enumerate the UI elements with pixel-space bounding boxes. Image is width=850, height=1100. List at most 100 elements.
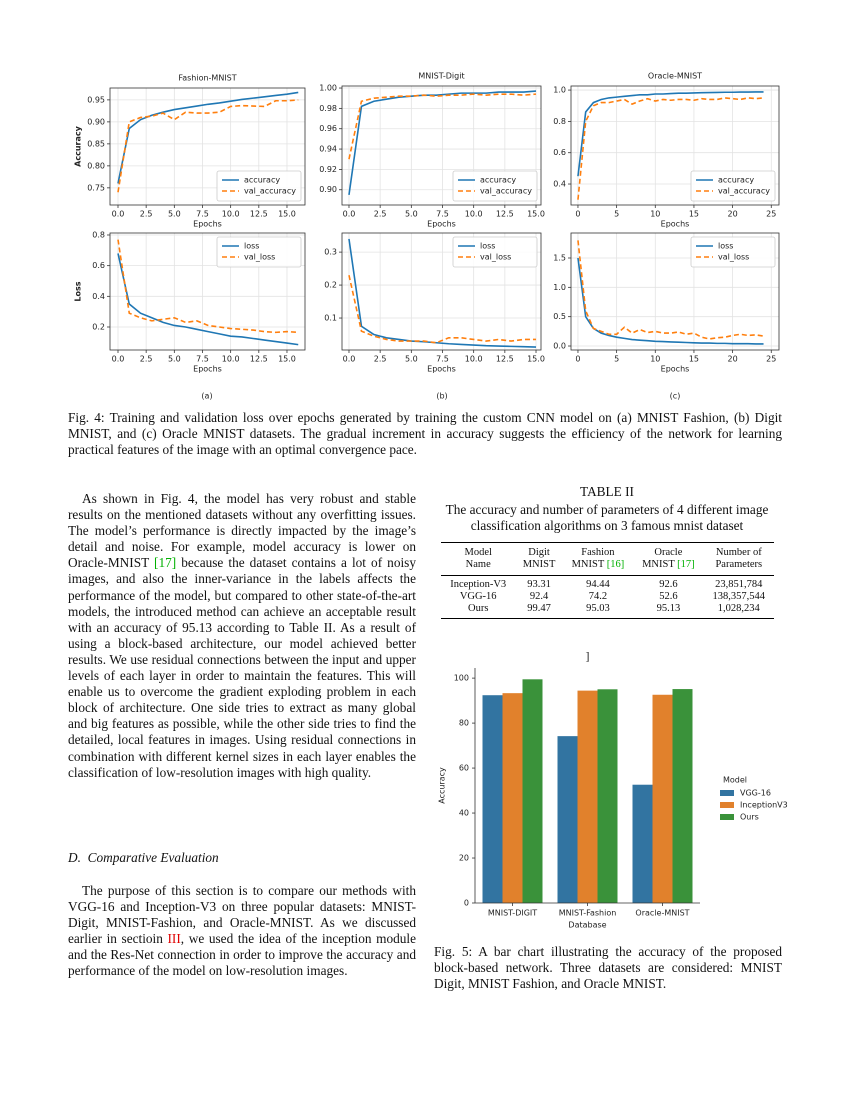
series-line	[117, 99, 299, 193]
panel-label: (c)	[670, 392, 681, 401]
header-cell: Oracle MNIST [17]	[633, 543, 703, 576]
table-cell: 52.6	[659, 591, 678, 602]
y-tick-label: 60	[459, 764, 469, 773]
chart: 0.0 0.5 1.0 1.5 0 5 10 15 20 25 loss val_loss Epochs	[553, 232, 780, 374]
header-text: Model	[464, 547, 492, 558]
table-row: Ours 99.47 95.03 95.13 1,028,234	[441, 603, 774, 619]
chart: 0.4 0.6 0.8 1.0 0 5 10 15 20 25 accuracy val_accura…	[553, 72, 780, 229]
y-tick-label: 0.92	[319, 165, 337, 174]
y-tick-label: 0.90	[319, 185, 337, 194]
series-line	[117, 91, 299, 184]
x-tick-label: 2.5	[140, 210, 153, 219]
y-tick-label: 0.75	[87, 183, 105, 192]
table-row: VGG-16 92.4 74.2 52.6 138,357,544	[441, 591, 774, 603]
citation[interactable]: [17]	[154, 555, 177, 571]
x-tick-label: 15	[689, 210, 699, 219]
table-header: Model Name Digit MNIST Fashion MNIST [16] Orac…	[441, 542, 774, 576]
y-tick-label: 0.96	[319, 124, 337, 133]
series-line	[348, 90, 537, 195]
bar	[522, 679, 543, 903]
table-cell: Inception-V3	[450, 579, 507, 590]
header-text: Number of	[715, 547, 762, 558]
legend-box	[452, 236, 538, 268]
series-line	[577, 240, 764, 340]
header-text: Parameters	[715, 559, 763, 570]
table-cell: 95.03	[586, 603, 610, 614]
x-tick-label: 12.5	[250, 355, 268, 364]
bar	[502, 693, 523, 903]
y-tick-label: 0.98	[319, 104, 337, 113]
x-tick-label: 20	[728, 210, 738, 219]
legend-label: loss	[480, 242, 495, 251]
y-axis-label: Accuracy	[438, 767, 447, 804]
bar	[672, 689, 693, 903]
header-text: Fashion	[581, 547, 615, 558]
header-cell: Digit MNIST	[515, 543, 562, 576]
table-body: Inception-V3 93.31 94.44 92.6 23,851,784 VGG-…	[441, 576, 774, 619]
figure-5-caption: Fig. 5: A bar chart illustrating the acc…	[434, 944, 782, 992]
x-tick-label: 10.0	[222, 210, 240, 219]
legend-label: loss	[718, 242, 733, 251]
table-cell: 92.6	[659, 579, 678, 590]
x-tick-label: 15.0	[278, 355, 296, 364]
x-tick-label: 15	[689, 355, 699, 364]
legend-swatch	[720, 802, 734, 808]
x-tick-label: 0	[575, 210, 580, 219]
x-tick-label: 7.5	[196, 355, 209, 364]
legend-label: Ours	[740, 813, 759, 822]
x-axis-label: Epochs	[427, 220, 456, 229]
header-cell: Fashion MNIST [16]	[563, 543, 633, 576]
legend-box	[690, 236, 776, 268]
bar	[482, 695, 503, 903]
legend-label: accuracy	[244, 176, 280, 185]
chart: 0.1 0.2 0.3 0.0 2.5 5.0 7.5 10.0 12.5 15.0 loss val…	[324, 232, 545, 374]
legend-label: val_loss	[718, 253, 749, 262]
chart-title: Oracle-MNIST	[648, 72, 702, 81]
legend-swatch	[720, 814, 734, 820]
x-tick-label: 12.5	[496, 210, 514, 219]
x-tick-label: 15.0	[278, 210, 296, 219]
y-tick-label: 0.6	[553, 148, 566, 157]
table-cell: 95.13	[656, 603, 681, 614]
panel-label: (a)	[201, 392, 212, 401]
chart-title: Fashion-MNIST	[178, 74, 236, 83]
table-cell: 99.47	[527, 603, 551, 614]
y-tick-label: 1.0	[553, 86, 566, 95]
plot-frame	[109, 87, 306, 206]
citation[interactable]: [16]	[606, 559, 625, 570]
header-text: MNIST	[571, 559, 605, 570]
table-cell: 74.2	[588, 591, 608, 602]
paragraph: The purpose of this section is to compar…	[68, 883, 416, 980]
citation[interactable]: [17]	[677, 559, 695, 570]
x-tick-label: 0	[575, 355, 580, 364]
y-tick-label: 1.0	[553, 283, 566, 292]
table-cell: 138,357,544	[712, 591, 766, 602]
x-tick-label: 10.0	[465, 210, 483, 219]
plot-frame	[341, 232, 542, 351]
table-cell: 1,028,234	[717, 603, 760, 614]
chart: 0.75 0.80 0.85 0.90 0.95 0.0 2.5 5.0 7.5 10.0 12.5…	[74, 74, 306, 229]
x-axis-label: Epochs	[661, 220, 690, 229]
x-tick-label: 12.5	[250, 210, 268, 219]
y-tick-label: 1.00	[319, 84, 337, 93]
legend-label: InceptionV3	[740, 801, 788, 810]
y-tick-label: 0.3	[324, 248, 337, 257]
x-tick-label: 20	[728, 355, 738, 364]
x-tick-label: MNIST-DIGIT	[488, 909, 537, 918]
table-cell: 93.31	[527, 579, 551, 590]
legend-swatch	[720, 790, 734, 796]
x-axis-label: Epochs	[193, 220, 222, 229]
y-tick-label: 0.6	[92, 261, 105, 270]
series-line	[117, 253, 299, 346]
section-ref[interactable]: III	[167, 931, 181, 947]
y-tick-label: 0.94	[319, 145, 337, 154]
chart-title: ]	[586, 649, 590, 663]
y-tick-label: 0.4	[92, 292, 105, 301]
text: because the dataset contains a lot of no…	[68, 555, 416, 780]
series-line	[348, 93, 537, 160]
legend-label: accuracy	[480, 176, 516, 185]
x-tick-label: 10.0	[222, 355, 240, 364]
x-tick-label: MNIST-Fashion	[559, 909, 617, 918]
y-tick-label: 80	[459, 719, 469, 728]
